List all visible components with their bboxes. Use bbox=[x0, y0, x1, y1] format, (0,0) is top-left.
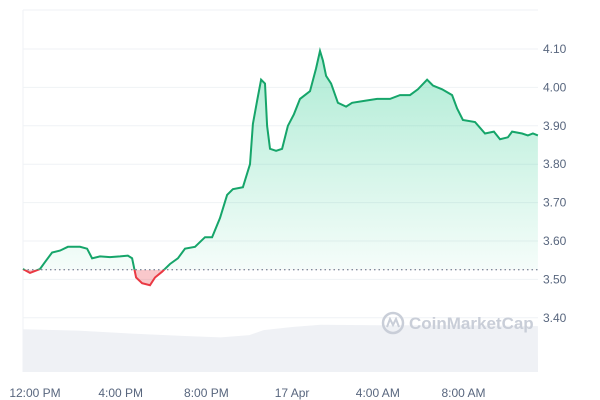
y-axis: 4.10 4.00 3.90 3.80 3.70 3.60 3.50 3.40 bbox=[543, 42, 567, 325]
y-tick-label: 3.60 bbox=[543, 234, 567, 248]
watermark-text: CoinMarketCap bbox=[409, 314, 534, 333]
coinmarketcap-watermark: CoinMarketCap bbox=[381, 311, 534, 335]
y-tick-label: 4.00 bbox=[543, 80, 567, 94]
x-tick-label: 4:00 PM bbox=[98, 386, 143, 400]
y-tick-label: 3.70 bbox=[543, 196, 567, 210]
price-area-up bbox=[22, 50, 538, 270]
x-tick-label: 8:00 AM bbox=[441, 386, 485, 400]
y-tick-label: 3.40 bbox=[543, 311, 567, 325]
y-tick-label: 3.90 bbox=[543, 119, 567, 133]
coinmarketcap-logo-icon bbox=[381, 311, 405, 335]
coinmarketcap-logo-mark bbox=[386, 316, 400, 328]
x-tick-label: 4:00 AM bbox=[356, 386, 400, 400]
y-tick-label: 4.10 bbox=[543, 42, 567, 56]
y-tick-label: 3.50 bbox=[543, 272, 567, 286]
x-tick-label: 8:00 PM bbox=[184, 386, 229, 400]
x-axis: 12:00 PM 4:00 PM 8:00 PM 17 Apr 4:00 AM 8:00 … bbox=[9, 386, 485, 400]
x-tick-label: 12:00 PM bbox=[9, 386, 60, 400]
y-tick-label: 3.80 bbox=[543, 157, 567, 171]
price-line-up bbox=[22, 46, 539, 270]
volume-area bbox=[22, 324, 538, 372]
x-tick-label: 17 Apr bbox=[275, 386, 310, 400]
